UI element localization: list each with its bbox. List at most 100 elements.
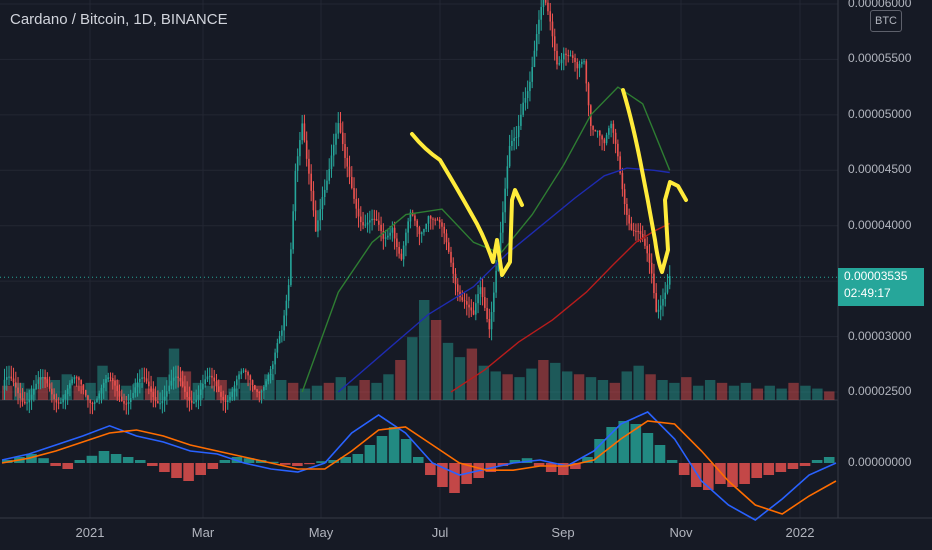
candle-body — [278, 335, 281, 344]
macd-histogram-bar — [703, 463, 714, 490]
candle-body — [46, 379, 49, 384]
candle-body — [524, 97, 527, 103]
volume-bar — [407, 337, 418, 400]
candle-body — [504, 188, 506, 213]
candle-body — [414, 215, 416, 221]
price-tick-label: 0.00002500 — [848, 384, 912, 398]
volume-bar — [573, 374, 585, 400]
candle-body — [646, 245, 648, 254]
macd-histogram-bar — [751, 463, 762, 478]
candle-body — [69, 383, 71, 389]
volume-bar — [156, 377, 168, 400]
candle-body — [123, 400, 125, 404]
candle-body — [181, 381, 184, 387]
macd-histogram-bar — [630, 424, 642, 463]
volume-bar — [752, 388, 764, 400]
time-tick-label: Mar — [191, 525, 215, 540]
candle-body — [287, 285, 290, 301]
macd-histogram-bar — [666, 460, 678, 463]
candle-body — [599, 130, 601, 136]
candle-body — [197, 394, 200, 400]
candle-body — [571, 55, 574, 58]
candle-body — [10, 376, 13, 379]
candle-body — [80, 380, 82, 385]
macd-histogram-bar — [159, 463, 170, 472]
volume-bar — [121, 385, 132, 400]
macd-histogram-bar — [558, 463, 569, 475]
candle-body — [33, 389, 35, 395]
candle-body — [531, 66, 533, 82]
candle-body — [578, 64, 581, 69]
candle-body — [538, 19, 540, 35]
candle-body — [213, 377, 216, 382]
candle-body — [136, 382, 139, 388]
candle-body — [98, 393, 101, 399]
candle-body — [490, 312, 493, 330]
candle-body — [454, 273, 457, 285]
candle-body — [21, 398, 24, 402]
candle-body — [105, 379, 107, 383]
candle-body — [632, 229, 635, 231]
candle-body — [362, 222, 364, 226]
candle-body — [281, 330, 283, 336]
candle-body — [290, 249, 292, 286]
candle-body — [418, 227, 421, 235]
candle-body — [468, 304, 470, 308]
candle-body — [470, 307, 473, 311]
candle-body — [55, 399, 58, 403]
candle-body — [267, 375, 270, 382]
candle-body — [389, 232, 391, 236]
macd-histogram-bar — [521, 458, 533, 463]
candle-body — [168, 385, 170, 392]
candle-body — [443, 226, 446, 234]
candle-body — [513, 138, 515, 141]
macd-histogram-bar — [400, 439, 412, 463]
volume-bar — [526, 368, 537, 400]
volume-bar — [299, 388, 311, 400]
price-tick-label: 0.00004000 — [848, 217, 912, 232]
candle-body — [668, 276, 671, 285]
macd-histogram-bar — [570, 463, 581, 469]
macd-histogram-bar — [533, 463, 545, 466]
macd-histogram-bar — [715, 463, 726, 484]
candle-body — [28, 399, 31, 403]
candle-body — [24, 401, 26, 404]
candle-body — [427, 216, 430, 224]
candle-body — [166, 391, 168, 397]
candle-body — [402, 245, 405, 260]
candle-body — [305, 140, 308, 159]
volume-bar — [645, 374, 656, 400]
price-tick-label: 0.00006000 — [848, 0, 912, 10]
candle-body — [299, 140, 301, 157]
candle-body — [323, 189, 326, 197]
volume-bar — [466, 348, 478, 400]
candle-body — [432, 218, 434, 220]
candle-body — [387, 235, 389, 238]
candle-body — [592, 125, 594, 130]
currency-badge[interactable]: BTC — [870, 10, 902, 32]
candle-body — [335, 133, 337, 145]
candle-body — [522, 102, 524, 115]
candle-body — [116, 385, 119, 392]
candle-body — [292, 211, 294, 250]
volume-bar — [97, 365, 108, 400]
candle-body — [87, 395, 89, 401]
candle-body — [217, 386, 220, 392]
volume-bar — [371, 382, 382, 400]
candle-body — [188, 396, 191, 401]
candle-body — [549, 11, 552, 22]
price-tick-label: 0.00003000 — [848, 328, 912, 343]
candle-body — [626, 204, 628, 215]
candle-body — [585, 61, 588, 84]
candle-body — [373, 218, 376, 220]
candle-body — [272, 364, 274, 370]
candle-body — [465, 301, 468, 305]
candle-body — [423, 229, 425, 233]
candle-body — [265, 381, 267, 387]
candle-body — [657, 309, 660, 312]
volume-bar — [550, 362, 561, 400]
candle-body — [544, 0, 547, 3]
candle-body — [619, 156, 621, 173]
